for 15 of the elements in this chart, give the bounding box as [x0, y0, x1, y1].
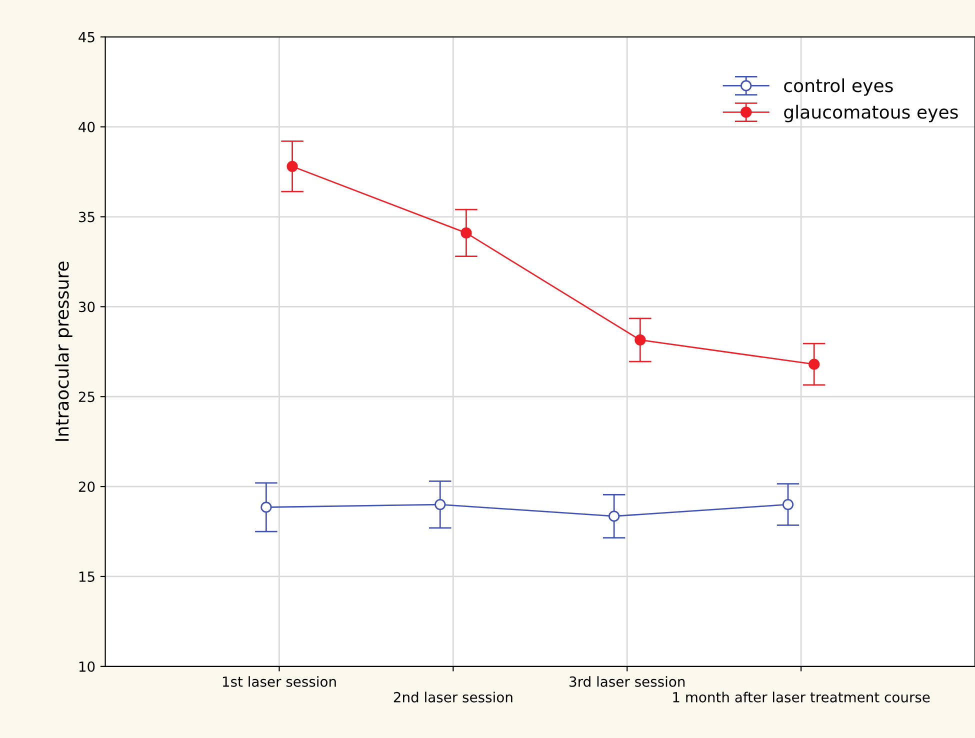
legend-label: control eyes: [784, 78, 893, 96]
y-tick-label: 25: [78, 392, 94, 402]
y-tick-label: 40: [78, 122, 95, 132]
y-tick-label: 35: [78, 212, 94, 222]
y-tick-label: 30: [78, 302, 95, 312]
legend-label: glaucomatous eyes: [784, 104, 958, 122]
x-tick-label: 1st laser session: [222, 676, 336, 687]
y-tick-label: 10: [79, 661, 95, 672]
x-tick-label: 3rd laser session: [570, 676, 685, 687]
y-tick-label: 20: [78, 482, 95, 492]
x-tick-label: 2nd laser session: [394, 692, 512, 702]
y-axis-title: Intraocular pressure: [54, 262, 72, 441]
y-tick-label: 15: [79, 572, 94, 582]
x-tick-label: 1 month after laser treatment course: [673, 692, 930, 702]
y-tick-label: 45: [78, 32, 94, 42]
